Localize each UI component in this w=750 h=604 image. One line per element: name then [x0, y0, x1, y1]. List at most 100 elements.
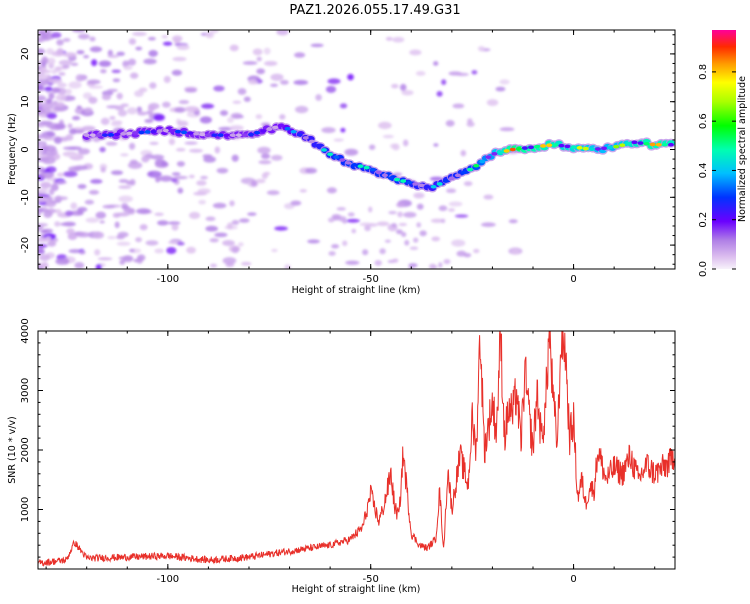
spectrogram-noise-cell: [38, 265, 43, 269]
spectrogram-noise-cell: [40, 135, 50, 139]
snr-y-ticks: 1000 2000 3000 4000: [20, 318, 675, 570]
spectrogram-noise-cell: [255, 114, 263, 120]
spectrogram-ridge-core: [168, 129, 175, 133]
spectrogram-noise-cell: [147, 36, 156, 41]
spectrogram-noise-cell: [227, 117, 234, 124]
spectrogram-noise-cell: [154, 212, 164, 216]
spectrogram-noise-cell: [293, 52, 306, 58]
spectrogram-noise-cell: [438, 205, 448, 212]
spectrogram-noise-cell: [91, 59, 98, 67]
spectrogram-noise-cell: [75, 232, 91, 238]
spectrogram-noise-cell: [45, 151, 56, 157]
spectrogram-x-tick-label: 0: [570, 274, 576, 285]
spectrogram-noise-cell: [110, 121, 122, 127]
spectrogram-noise-cell: [198, 199, 206, 205]
spectrogram-noise-cell: [331, 244, 340, 249]
spectrogram-noise-cell: [202, 154, 213, 159]
spectrogram-noise-cell: [41, 156, 56, 165]
spectrogram-noise-cell: [471, 70, 478, 75]
spectrogram-noise-cell: [78, 33, 90, 40]
spectrogram-noise-cell: [447, 208, 456, 212]
spectrogram-noise-cell: [105, 141, 118, 146]
spectrogram-noise-cell: [209, 238, 219, 243]
spectrogram-noise-cell: [467, 118, 473, 124]
spectrogram-noise-cell: [416, 203, 424, 210]
spectrogram-noise-cell: [38, 84, 44, 90]
spectrogram-ridge-core: [546, 143, 553, 147]
spectrogram-noise-cell: [200, 103, 215, 109]
spectrogram-noise-cell: [123, 208, 135, 213]
spectrogram-noise-cell: [328, 251, 336, 256]
spectrogram-noise-cell: [122, 255, 134, 263]
spectrogram-noise-cell: [49, 200, 59, 204]
spectrogram-noise-cell: [274, 226, 288, 231]
spectrogram-noise-cell: [122, 60, 130, 68]
spectrogram-noise-cell: [175, 147, 186, 152]
spectrogram-noise-cell: [76, 105, 82, 110]
spectrogram-noise-cell: [92, 231, 105, 239]
spectrogram-noise-cell: [480, 222, 496, 227]
spectrogram-noise-cell: [56, 172, 65, 177]
spectrogram-y-label: Frequency (Hz): [7, 113, 18, 185]
spectrogram-noise-cell: [54, 209, 62, 214]
spectrogram-noise-cell: [138, 87, 148, 93]
spectrogram-noise-cell: [250, 180, 258, 187]
colorbar-label: Normalized spectral amplitude: [737, 76, 748, 222]
spectrogram-noise-cell: [238, 218, 250, 223]
spectrogram-noise-cell: [428, 263, 437, 269]
colorbar-gradient: [712, 30, 736, 269]
spectrogram-noise-cell: [399, 83, 407, 91]
spectrogram-noise-cell: [65, 88, 72, 95]
spectrogram-noise-cell: [473, 248, 480, 254]
spectrogram-noise-cell: [83, 107, 93, 113]
spectrogram-noise-cell: [139, 224, 148, 231]
spectrogram-noise-cell: [63, 153, 79, 157]
spectrogram-ridge-core: [150, 129, 157, 134]
spectrogram-ridge-core: [637, 141, 644, 145]
spectrogram-noise-cell: [40, 230, 49, 234]
spectrogram-noise-cell: [395, 229, 403, 235]
spectrogram-noise-cell: [116, 241, 131, 246]
spectrogram-noise-cell: [368, 144, 376, 150]
spectrogram-noise-cell: [55, 94, 67, 102]
spectrogram-noise-cell: [270, 83, 279, 87]
spectrogram-ridge-core: [527, 145, 534, 150]
spectrogram-ridge-core: [607, 145, 614, 150]
spectrogram-ridge-core: [126, 131, 133, 136]
spectrogram-noise-cell: [327, 78, 341, 85]
colorbar-tick-label: 0.2: [698, 212, 709, 228]
spectrogram-noise-cell: [199, 116, 212, 124]
spectrogram-noise-cell: [342, 240, 348, 247]
spectrogram-noise-cell: [171, 69, 183, 76]
spectrogram-noise-cell: [188, 211, 201, 220]
spectrogram-noise-cell: [49, 188, 55, 196]
spectrogram-ridge-core: [491, 152, 498, 156]
spectrogram-noise-cell: [392, 258, 399, 263]
spectrogram-noise-cell: [416, 222, 422, 228]
spectrogram-ridge-core: [400, 179, 407, 183]
spectrogram-noise-cell: [321, 127, 336, 134]
spectrogram-noise-cell: [256, 68, 266, 75]
spectrogram-noise-cell: [263, 47, 271, 55]
spectrogram-ridge-core: [223, 133, 230, 137]
spectrogram-noise-cell: [111, 69, 121, 74]
spectrogram-noise-cell: [110, 170, 124, 176]
spectrogram-ridge-core: [667, 142, 674, 147]
spectrogram-noise-cell: [135, 237, 143, 243]
spectrogram-noise-cell: [109, 115, 116, 120]
spectrogram-ridge-core: [156, 129, 163, 133]
spectrogram-noise-cell: [241, 261, 252, 266]
spectrogram-noise-cell: [307, 239, 320, 244]
spectrogram-noise-cell: [171, 178, 178, 183]
spectrogram-noise-cell: [419, 230, 427, 237]
spectrogram-noise-cell: [382, 134, 394, 139]
spectrogram-noise-cell: [441, 79, 447, 86]
spectrogram-ridge-core: [406, 180, 413, 185]
spectrogram-noise-cell: [362, 249, 369, 256]
spectrogram-noise-cell: [119, 259, 126, 265]
spectrogram-noise-cell: [315, 94, 322, 101]
spectrogram-noise-cell: [94, 249, 101, 256]
spectrogram-noise-cell: [231, 246, 240, 254]
spectrogram-y-tick-label: -10: [20, 189, 31, 205]
spectrogram-noise-cell: [115, 212, 130, 217]
